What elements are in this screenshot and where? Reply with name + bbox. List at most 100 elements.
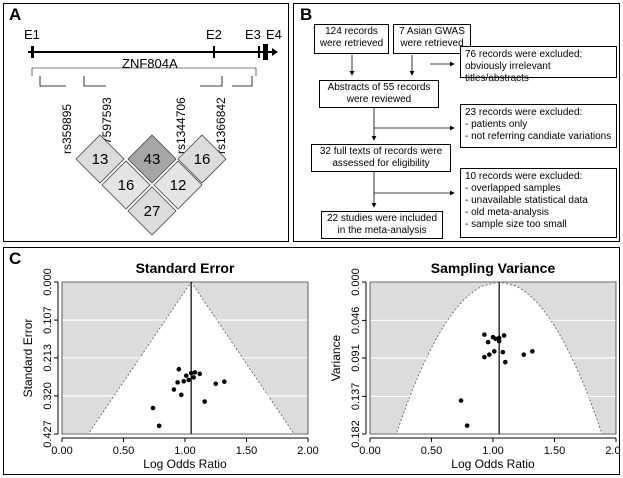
- data-point: [493, 336, 498, 342]
- snp-label-1: rs359895: [60, 104, 74, 154]
- data-point: [176, 366, 182, 372]
- box-exclusion-1: 76 records were excluded: obviously irre…: [460, 46, 617, 84]
- snp-connector-2: [83, 76, 106, 87]
- data-point: [491, 349, 497, 354]
- snp-connectors: [39, 76, 253, 87]
- exclusion-3-title: 10 records were excluded:: [465, 171, 583, 182]
- panel-a: E1 E2 E3 E4 ZNF804A rs359895 rs7597593 r…: [3, 3, 289, 242]
- data-point: [197, 371, 203, 377]
- x-tick-label: 0.00: [359, 445, 380, 457]
- data-point: [156, 423, 162, 429]
- exon-e4: [263, 44, 268, 60]
- panel-a-label: A: [9, 5, 22, 24]
- exclusion-1-reason: obviously irrelevant titles/abstracts: [465, 61, 551, 84]
- y-tick-label: 0.091: [350, 344, 362, 372]
- chart-title: Standard Error: [136, 260, 235, 276]
- x-tick-label: 1.50: [544, 445, 565, 457]
- x-tick-label: 0.50: [421, 445, 442, 457]
- ld-cell-1-4: [127, 186, 177, 236]
- ld-cell-2-4: [153, 160, 203, 210]
- data-point: [458, 398, 464, 403]
- box-exclusion-3: 10 records were excluded: overlapped sam…: [460, 168, 617, 238]
- box-abstracts: Abstracts of 55 records were reviewed: [319, 80, 439, 108]
- exon-label-e1: E1: [24, 27, 40, 42]
- panel-b-label: B: [300, 5, 313, 24]
- x-tick-label: 0.50: [113, 445, 134, 457]
- x-tick-label: 1.00: [482, 445, 503, 457]
- ld-cell-1-3: [101, 160, 151, 210]
- data-point: [192, 370, 198, 375]
- box-included: 22 studies were included in the meta-ana…: [321, 211, 443, 239]
- ld-cell-2-3: [127, 134, 177, 184]
- y-tick-label: 0.213: [42, 344, 54, 372]
- data-point: [482, 332, 487, 337]
- box-exclusion-2: 23 records were excluded: patients only …: [460, 104, 617, 148]
- data-point: [202, 399, 207, 404]
- data-point: [503, 359, 508, 365]
- ld-cell-3-4: [177, 134, 227, 184]
- gene-bracket: [31, 67, 257, 76]
- ld-value-1-2: 13: [92, 151, 109, 168]
- exclusion-2-item: not referring candiate variations: [465, 131, 612, 143]
- x-tick-label: 0.00: [51, 445, 72, 457]
- x-tick-label: 1.00: [174, 445, 195, 457]
- exon-e2: [213, 46, 215, 58]
- x-tick-label: 1.50: [236, 445, 257, 457]
- data-point: [181, 379, 187, 384]
- snp-label-3: rs1344706: [174, 97, 188, 154]
- y-tick-label: 0.107: [42, 306, 54, 334]
- panel-c-label: C: [9, 249, 22, 268]
- data-point: [175, 380, 180, 385]
- exon-label-e3: E3: [245, 27, 261, 42]
- plot-frame: [369, 281, 617, 435]
- data-point: [482, 354, 487, 360]
- ld-value-1-4: 27: [144, 203, 161, 220]
- snp-connector-1: [39, 76, 66, 87]
- data-point: [521, 352, 527, 357]
- x-axis-label: Log Odds Ratio: [451, 457, 535, 471]
- gene-arrow: [272, 48, 278, 56]
- data-point: [464, 423, 470, 428]
- panel-c: 0.000 0.107 0.213 0.320 0.427 0.00 0.50 1.00 1.5…: [3, 247, 620, 475]
- x-axis-label: Log Odds Ratio: [143, 457, 227, 471]
- exclusion-3-item: sample size too small: [465, 219, 612, 231]
- exclusion-3-item: unavailable statistical data: [465, 195, 612, 207]
- exclusion-3-item: overlapped samples: [465, 183, 612, 195]
- panel-b: 124 records were retrieved 7 Asian GWAS …: [293, 3, 620, 242]
- exclusion-1-title: 76 records were excluded:: [465, 49, 583, 60]
- data-point: [487, 352, 492, 357]
- box-asian-gwas: 7 Asian GWAS were retrieved: [393, 24, 471, 54]
- exclusion-2-title: 23 records were excluded:: [465, 107, 583, 118]
- y-tick-label: 0.320: [42, 382, 54, 410]
- x-tick-label: 2.00: [297, 445, 318, 457]
- exclusion-2-item: patients only: [465, 119, 612, 131]
- data-point: [496, 335, 502, 341]
- data-point: [213, 381, 219, 387]
- y-tick-label: 0.182: [350, 420, 362, 448]
- plot-frame: [61, 281, 309, 435]
- data-point: [191, 375, 196, 380]
- data-point: [500, 349, 506, 355]
- box-fulltext: 32 full texts of records were assessed f…: [311, 144, 451, 172]
- data-point: [501, 333, 507, 338]
- ld-value-3-4: 16: [194, 151, 211, 168]
- ld-value-1-3: 16: [118, 177, 135, 194]
- flow-arrows: [349, 55, 455, 208]
- ld-plot: [75, 134, 227, 236]
- y-tick-label: 0.000: [350, 268, 362, 296]
- y-tick-label: 0.000: [42, 268, 54, 296]
- ld-value-2-3: 43: [144, 151, 161, 168]
- data-point: [222, 379, 227, 384]
- data-point: [496, 338, 502, 344]
- data-point: [179, 392, 184, 398]
- data-point: [171, 387, 177, 392]
- x-tick-label: 2.00: [605, 445, 619, 457]
- exclusion-3-item: old meta-analysis: [465, 207, 612, 219]
- snp-connector-4: [232, 76, 253, 87]
- data-point: [485, 339, 491, 345]
- exon-e3: [258, 46, 260, 58]
- ld-cell-1-2: [75, 134, 125, 184]
